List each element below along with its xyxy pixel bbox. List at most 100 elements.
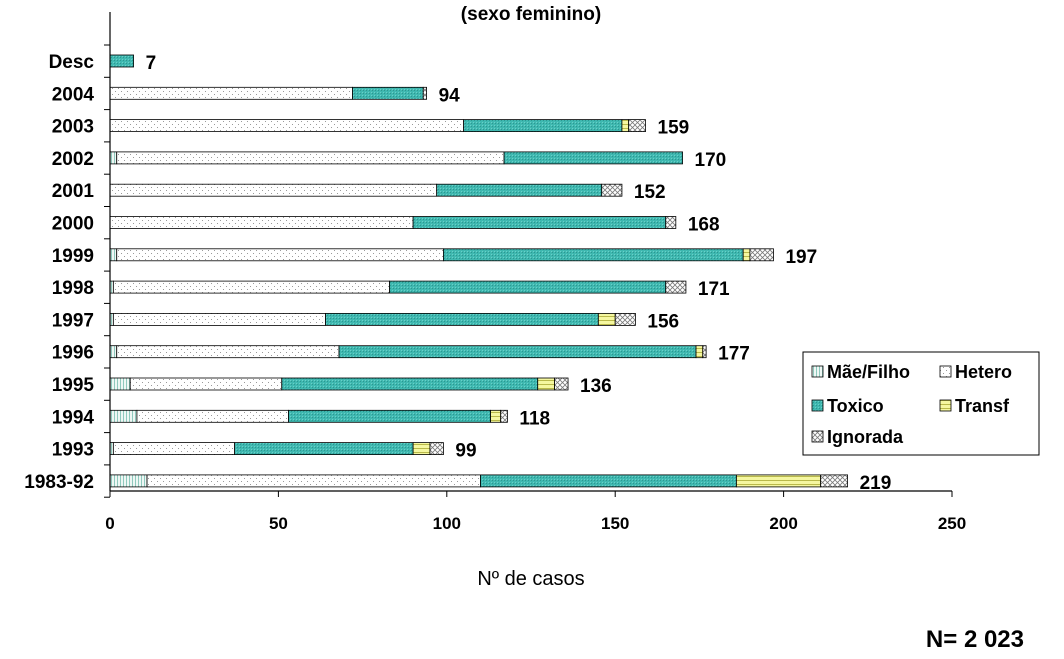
bar-toxico-1999 xyxy=(443,248,744,262)
legend-label-mae-filho: Mãe/Filho xyxy=(827,362,910,382)
legend-frame xyxy=(802,351,1040,456)
bar-ignorada-1995 xyxy=(554,377,569,391)
category-label-2001: 2001 xyxy=(52,181,95,202)
total-label-2001: 152 xyxy=(634,182,666,203)
legend-swatch-ignorada xyxy=(811,430,824,443)
chart-title: (sexo feminino) xyxy=(461,4,601,25)
bar-transf-1999 xyxy=(742,248,751,262)
bar-hetero-1995 xyxy=(129,377,283,391)
bar-toxico-desc xyxy=(109,54,134,68)
bar-ignorada-2003 xyxy=(628,119,646,132)
x-tick-label-250: 250 xyxy=(938,514,966,533)
category-label-1996: 1996 xyxy=(52,343,94,364)
bar-hetero-1998 xyxy=(112,280,390,294)
bar-mae-filho-1999 xyxy=(109,248,118,262)
sample-size-label: N= 2 023 xyxy=(925,626,1024,653)
total-label-1995: 136 xyxy=(580,376,612,397)
bar-toxico-1994 xyxy=(288,409,491,423)
bar-mae-filho-1996 xyxy=(109,345,118,359)
bar-hetero-2000 xyxy=(109,216,414,229)
legend-swatch-hetero xyxy=(939,365,952,378)
bar-ignorada-1993 xyxy=(429,442,444,456)
bar-hetero-1993 xyxy=(112,442,236,456)
total-label-1999: 197 xyxy=(785,247,817,268)
bar-toxico-2003 xyxy=(463,119,623,132)
category-label-1995: 1995 xyxy=(52,375,95,396)
bar-ignorada-2004 xyxy=(422,86,427,100)
bar-hetero-1997 xyxy=(112,312,326,326)
bar-mae-filho-1983-92 xyxy=(109,474,148,488)
bar-ignorada-2001 xyxy=(601,183,623,197)
bar-toxico-1983-92 xyxy=(480,474,737,488)
category-label-1983-92: 1983-92 xyxy=(24,472,94,493)
bar-transf-1983-92 xyxy=(736,474,822,488)
bar-toxico-2001 xyxy=(436,183,603,197)
x-tick-label-0: 0 xyxy=(105,514,114,533)
bar-transf-1997 xyxy=(597,312,616,326)
x-tick-label-150: 150 xyxy=(601,514,629,533)
legend-label-ignorada: Ignorada xyxy=(827,427,904,447)
category-label-desc: Desc xyxy=(49,52,95,73)
total-label-2003: 159 xyxy=(658,118,690,139)
bar-ignorada-1994 xyxy=(500,409,508,423)
bar-hetero-1983-92 xyxy=(146,474,481,488)
category-label-2004: 2004 xyxy=(52,84,95,105)
bar-hetero-1999 xyxy=(116,248,444,262)
category-label-1994: 1994 xyxy=(52,407,95,428)
bar-ignorada-1997 xyxy=(614,312,636,326)
bar-mae-filho-2002 xyxy=(109,151,118,165)
legend-swatch-transf xyxy=(939,399,952,412)
bar-toxico-1998 xyxy=(389,280,667,294)
total-label-2000: 168 xyxy=(688,215,720,236)
bar-ignorada-1999 xyxy=(749,248,774,262)
bar-hetero-2001 xyxy=(109,183,438,197)
total-label-1998: 171 xyxy=(698,279,730,300)
axes-group: Desc200420032002200120001999199819971996… xyxy=(24,12,966,533)
legend-swatch-toxico xyxy=(811,399,824,412)
total-label-2004: 94 xyxy=(439,85,461,106)
bar-hetero-2002 xyxy=(116,151,505,165)
category-label-2003: 2003 xyxy=(52,117,94,138)
legend: Mãe/Filho Hetero Toxico Transf Ignorada xyxy=(802,351,1040,456)
bar-ignorada-1983-92 xyxy=(820,474,848,488)
category-label-1998: 1998 xyxy=(52,278,94,299)
total-label-desc: 7 xyxy=(146,53,157,74)
total-label-1983-92: 219 xyxy=(860,473,892,494)
category-label-1993: 1993 xyxy=(52,440,94,461)
x-tick-label-200: 200 xyxy=(769,514,797,533)
bar-transf-1996 xyxy=(695,345,704,359)
bar-toxico-1997 xyxy=(325,312,599,326)
category-label-1999: 1999 xyxy=(52,246,94,267)
total-label-2002: 170 xyxy=(695,150,727,171)
bar-ignorada-1998 xyxy=(665,280,687,294)
legend-label-toxico: Toxico xyxy=(827,396,884,416)
bar-transf-1994 xyxy=(490,409,502,423)
bar-transf-2003 xyxy=(621,119,630,132)
bar-toxico-1996 xyxy=(338,345,697,359)
bar-mae-filho-1995 xyxy=(109,377,131,391)
legend-label-transf: Transf xyxy=(955,396,1010,416)
bar-hetero-1996 xyxy=(116,345,340,359)
bar-transf-1995 xyxy=(537,377,555,391)
bar-toxico-1993 xyxy=(234,442,414,456)
x-tick-label-50: 50 xyxy=(269,514,288,533)
total-label-1997: 156 xyxy=(647,311,679,332)
total-label-1994: 118 xyxy=(519,408,550,429)
bar-hetero-2004 xyxy=(109,86,353,100)
bar-transf-1993 xyxy=(412,442,431,456)
category-label-2000: 2000 xyxy=(52,214,94,235)
total-label-1996: 177 xyxy=(718,344,750,365)
bar-toxico-2002 xyxy=(503,151,683,165)
bar-hetero-2003 xyxy=(109,119,465,132)
legend-label-hetero: Hetero xyxy=(955,362,1012,382)
total-label-1993: 99 xyxy=(455,441,476,462)
bar-hetero-1994 xyxy=(136,409,289,423)
x-axis-label: Nº de casos xyxy=(477,568,584,590)
bar-toxico-2000 xyxy=(412,216,667,229)
category-label-2002: 2002 xyxy=(52,149,94,170)
bar-toxico-2004 xyxy=(352,86,424,100)
bar-toxico-1995 xyxy=(281,377,539,391)
legend-swatch-mae-filho xyxy=(811,365,824,378)
